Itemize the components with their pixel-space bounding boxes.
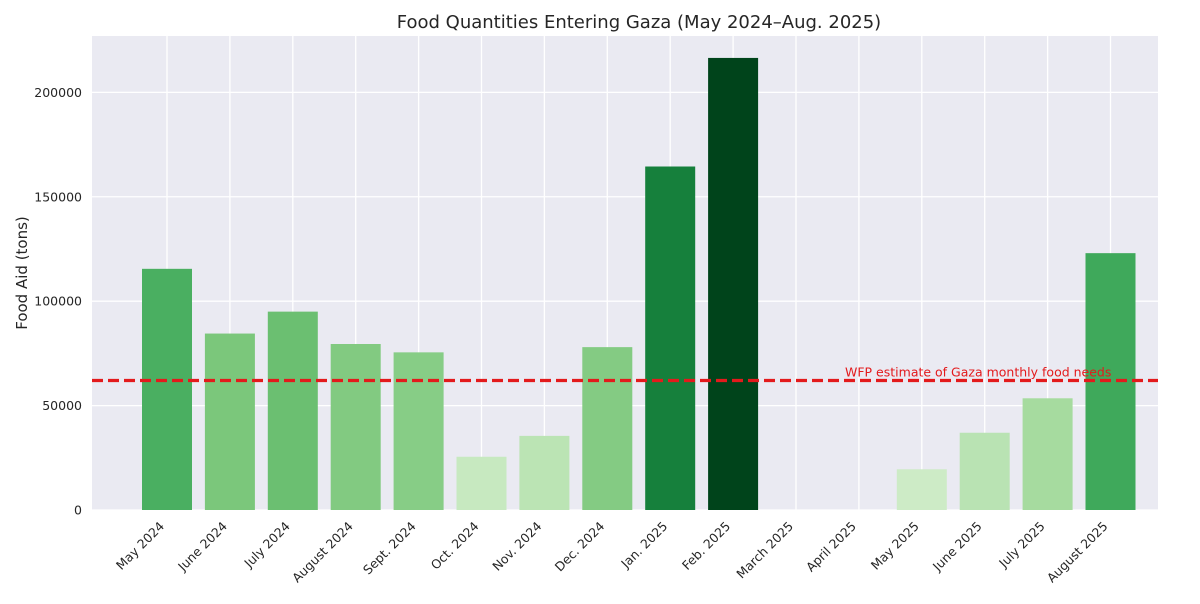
x-tick-label: July 2024 [240,518,293,571]
x-tick-label: August 2025 [1044,519,1111,586]
x-tick-label: July 2025 [995,519,1048,572]
bar [645,166,696,511]
x-tick-label: April 2025 [803,519,859,575]
bar [393,352,444,510]
bars [142,57,1136,511]
bar [142,268,192,510]
y-tick-label: 150000 [34,189,82,204]
reference-line-label: WFP estimate of Gaza monthly food needs [845,365,1111,380]
bar [267,311,318,510]
x-tick-label: March 2025 [733,519,796,582]
x-tick-label: Jan. 2025 [617,519,670,572]
y-tick-label: 100000 [34,294,82,309]
bar [330,343,381,510]
bar [959,432,1010,510]
x-tick-label: Dec. 2024 [552,518,608,574]
x-tick-label: May 2025 [868,519,922,573]
x-tick-label: Nov. 2024 [489,518,544,573]
chart-title: Food Quantities Entering Gaza (May 2024–… [397,12,881,33]
y-tick-label: 0 [74,503,82,518]
x-tick-label: June 2025 [929,519,985,575]
x-tick-label: June 2024 [174,518,230,574]
x-tick-label: Sept. 2024 [360,518,419,577]
bar [204,333,255,510]
x-tick-label: May 2024 [113,518,167,572]
bar [896,469,947,510]
bar [1022,398,1073,510]
x-tick-label: Feb. 2025 [679,519,733,573]
bar [456,456,507,510]
bar [582,347,633,510]
y-axis-ticks: 0 50000 100000 150000 200000 [34,85,82,518]
reference-line-group: WFP estimate of Gaza monthly food needs [92,365,1158,383]
bar [519,435,570,510]
y-tick-label: 50000 [42,398,82,413]
x-tick-label: August 2024 [289,518,356,585]
x-tick-label: Oct. 2024 [428,518,482,572]
bar [708,57,759,510]
y-axis-label: Food Aid (tons) [13,216,31,330]
y-tick-label: 200000 [34,85,82,100]
